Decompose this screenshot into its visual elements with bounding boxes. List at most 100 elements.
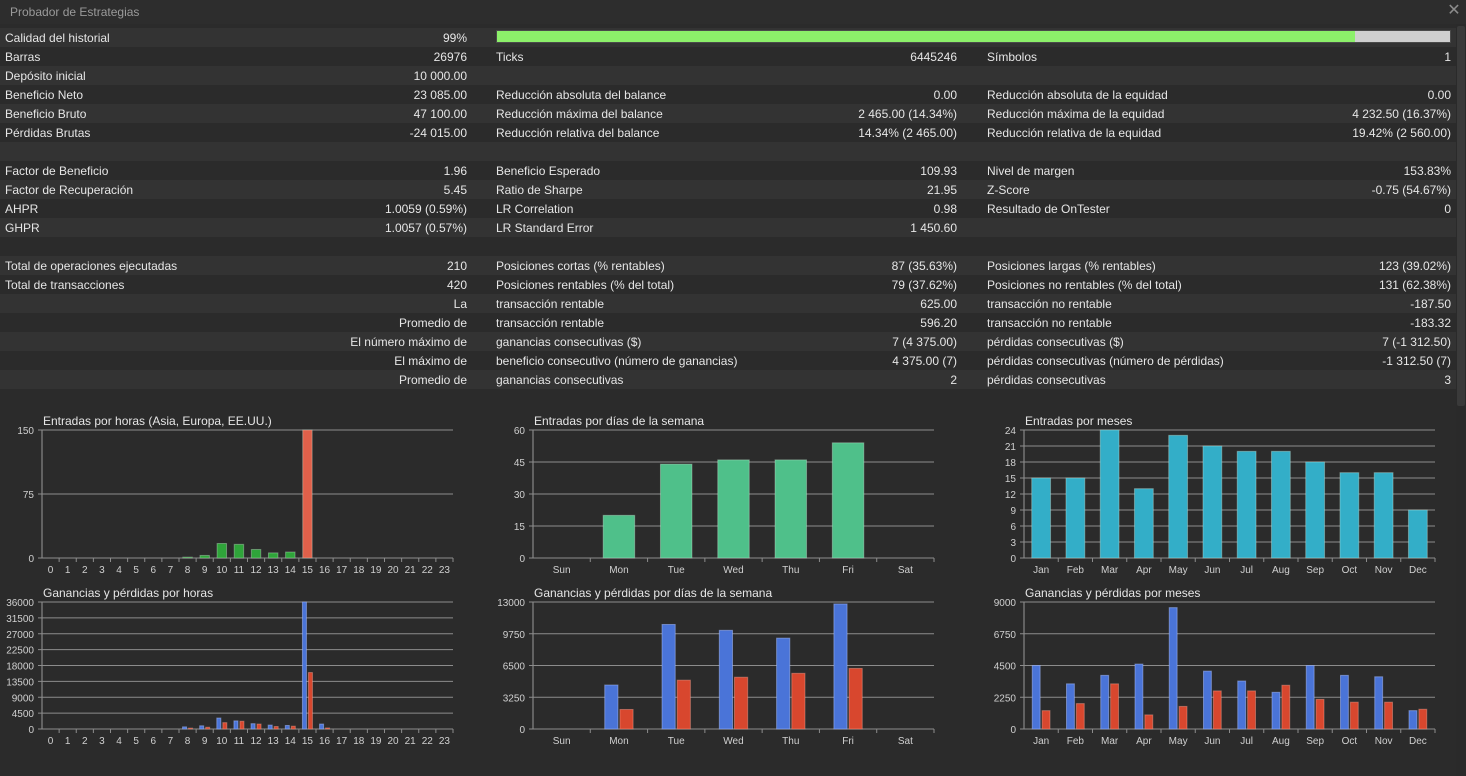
stat-value: 21.95 (926, 183, 957, 197)
stat-value: 0.98 (933, 202, 957, 216)
chart-bar-profit (1031, 665, 1041, 730)
stat-label: Reducción absoluta de la equidad (987, 88, 1168, 102)
stat-value: 0.00 (933, 88, 957, 102)
chart-bar-profit (776, 637, 791, 730)
stats-table: Calidad del historial 99% Barras 26976 Ticks… (0, 28, 1456, 389)
chart-bar-profit (718, 629, 733, 730)
chart-x-tick-label: May (1169, 736, 1188, 747)
vertical-scrollbar[interactable] (1456, 24, 1466, 776)
chart-y-tick-label: 13000 (497, 598, 525, 609)
chart-x-tick-label: Sep (1306, 565, 1324, 576)
chart-x-tick-label: Tue (668, 736, 685, 747)
chart-title: Entradas por horas (Asia, Europa, EE.UU.… (43, 414, 272, 428)
chart-x-tick-label: Fri (842, 565, 854, 576)
chart-y-tick-label: 18 (1005, 458, 1017, 469)
chart-bar-loss (676, 679, 691, 730)
scrollbar-thumb[interactable] (1457, 26, 1465, 406)
stat-value: 2 (950, 373, 957, 387)
chart-bar-profit (1065, 683, 1075, 730)
stat-value: 5.45 (443, 183, 467, 197)
chart-x-tick-label: 23 (439, 736, 451, 747)
chart-bar-loss (325, 727, 331, 730)
chart-bar (267, 552, 279, 559)
chart-y-tick-label: 6500 (503, 662, 526, 673)
stat-label: ganancias consecutivas (496, 373, 624, 387)
chart-y-tick-label: 9 (1010, 506, 1016, 517)
stat-value: 123 (39.02%) (1378, 259, 1451, 273)
chart-x-tick-label: 19 (370, 565, 382, 576)
stat-label: Reducción absoluta del balance (496, 88, 667, 102)
stats-row: Total de transacciones 420 Posiciones rent… (0, 275, 1456, 294)
stat-value: 596.20 (920, 316, 957, 330)
chart-bar (250, 548, 262, 559)
stat-value: 99% (442, 31, 467, 45)
stat-value: 420 (446, 278, 467, 292)
chart-bar-loss (1418, 708, 1428, 730)
chart-bar (717, 459, 750, 559)
stat-value: 14.34% (2 465.00) (858, 126, 957, 140)
chart-x-tick-label: 20 (388, 565, 400, 576)
chart-bar (1202, 445, 1223, 559)
stat-label: Ticks (496, 50, 524, 64)
chart-bar-profit (233, 720, 239, 730)
chart-x-tick-label: 15 (302, 736, 314, 747)
stat-label: Pérdidas Brutas (5, 126, 91, 140)
stat-value: 131 (62.38%) (1378, 278, 1451, 292)
chart-y-tick-label: 6 (1010, 522, 1016, 533)
stat-label: Posiciones rentables (% del total) (496, 278, 675, 292)
chart-bar-loss (1144, 714, 1154, 730)
chart-x-tick-label: 12 (251, 736, 263, 747)
stats-row: AHPR 1.0059 (0.59%) LR Correlation 0.98 Resu… (0, 199, 1456, 218)
stat-label: Z-Score (987, 183, 1030, 197)
chart-x-tick-label: 10 (216, 565, 228, 576)
stat-value: La (453, 297, 467, 311)
chart-bar-loss (791, 672, 806, 730)
stat-label: pérdidas consecutivas (número de pérdida… (987, 354, 1224, 368)
stat-value: 625.00 (920, 297, 957, 311)
stats-row: Promedio de ganancias consecutivas 2 pérdid… (0, 370, 1456, 389)
stat-value: El máximo de (394, 354, 467, 368)
chart-bar-profit (319, 723, 325, 730)
chart-x-tick-label: 19 (370, 736, 382, 747)
chart-y-tick-label: 3250 (503, 693, 526, 704)
chart-bar-loss (734, 676, 749, 730)
close-icon[interactable]: ✕ (1447, 2, 1461, 19)
chart-title: Ganancias y pérdidas por horas (43, 586, 213, 600)
chart-x-tick-label: Jul (1240, 565, 1253, 576)
chart-x-tick-label: 4 (116, 736, 122, 747)
chart-bar (659, 463, 693, 559)
chart-x-tick-label: Mar (1101, 736, 1119, 747)
chart-y-tick-label: 12 (1005, 490, 1017, 501)
stat-label: LR Correlation (496, 202, 574, 216)
stat-label: transacción rentable (496, 316, 605, 330)
window-title: Probador de Estrategias (10, 5, 140, 19)
stats-row (0, 142, 1456, 161)
chart-bar-loss (307, 672, 313, 730)
chart-y-tick-label: 30 (514, 490, 526, 501)
chart-bar-profit (1271, 691, 1281, 730)
stat-value: 19.42% (2 560.00) (1352, 126, 1451, 140)
chart-y-tick-label: 27000 (6, 630, 34, 641)
chart-x-tick-label: Sat (898, 736, 913, 747)
chart-bar-profit (216, 717, 222, 730)
chart-title: Ganancias y pérdidas por días de la sema… (534, 586, 772, 600)
chart-x-tick-label: Jun (1204, 736, 1220, 747)
chart-y-tick-label: 18000 (6, 662, 34, 673)
chart-y-tick-label: 0 (28, 554, 34, 565)
stats-row: Pérdidas Brutas -24 015.00 Reducción relat… (0, 123, 1456, 142)
stat-label: Reducción relativa del balance (496, 126, 660, 140)
stat-value: 10 000.00 (413, 69, 467, 83)
chart-bar-loss (1212, 690, 1222, 730)
chart-bar-profit (833, 603, 848, 730)
history-quality-fill (497, 31, 1355, 42)
chart-x-tick-label: 6 (151, 736, 157, 747)
chart-bar-loss (848, 667, 863, 730)
stat-label: Reducción máxima del balance (496, 107, 663, 121)
stat-value: Promedio de (398, 373, 467, 387)
stat-value: 1.0059 (0.59%) (384, 202, 467, 216)
stat-value: 6445246 (910, 50, 957, 64)
chart-x-tick-label: 22 (422, 736, 434, 747)
chart-bar (1099, 429, 1120, 559)
chart-x-tick-label: Jan (1033, 565, 1049, 576)
stat-label: Beneficio Esperado (496, 164, 601, 178)
